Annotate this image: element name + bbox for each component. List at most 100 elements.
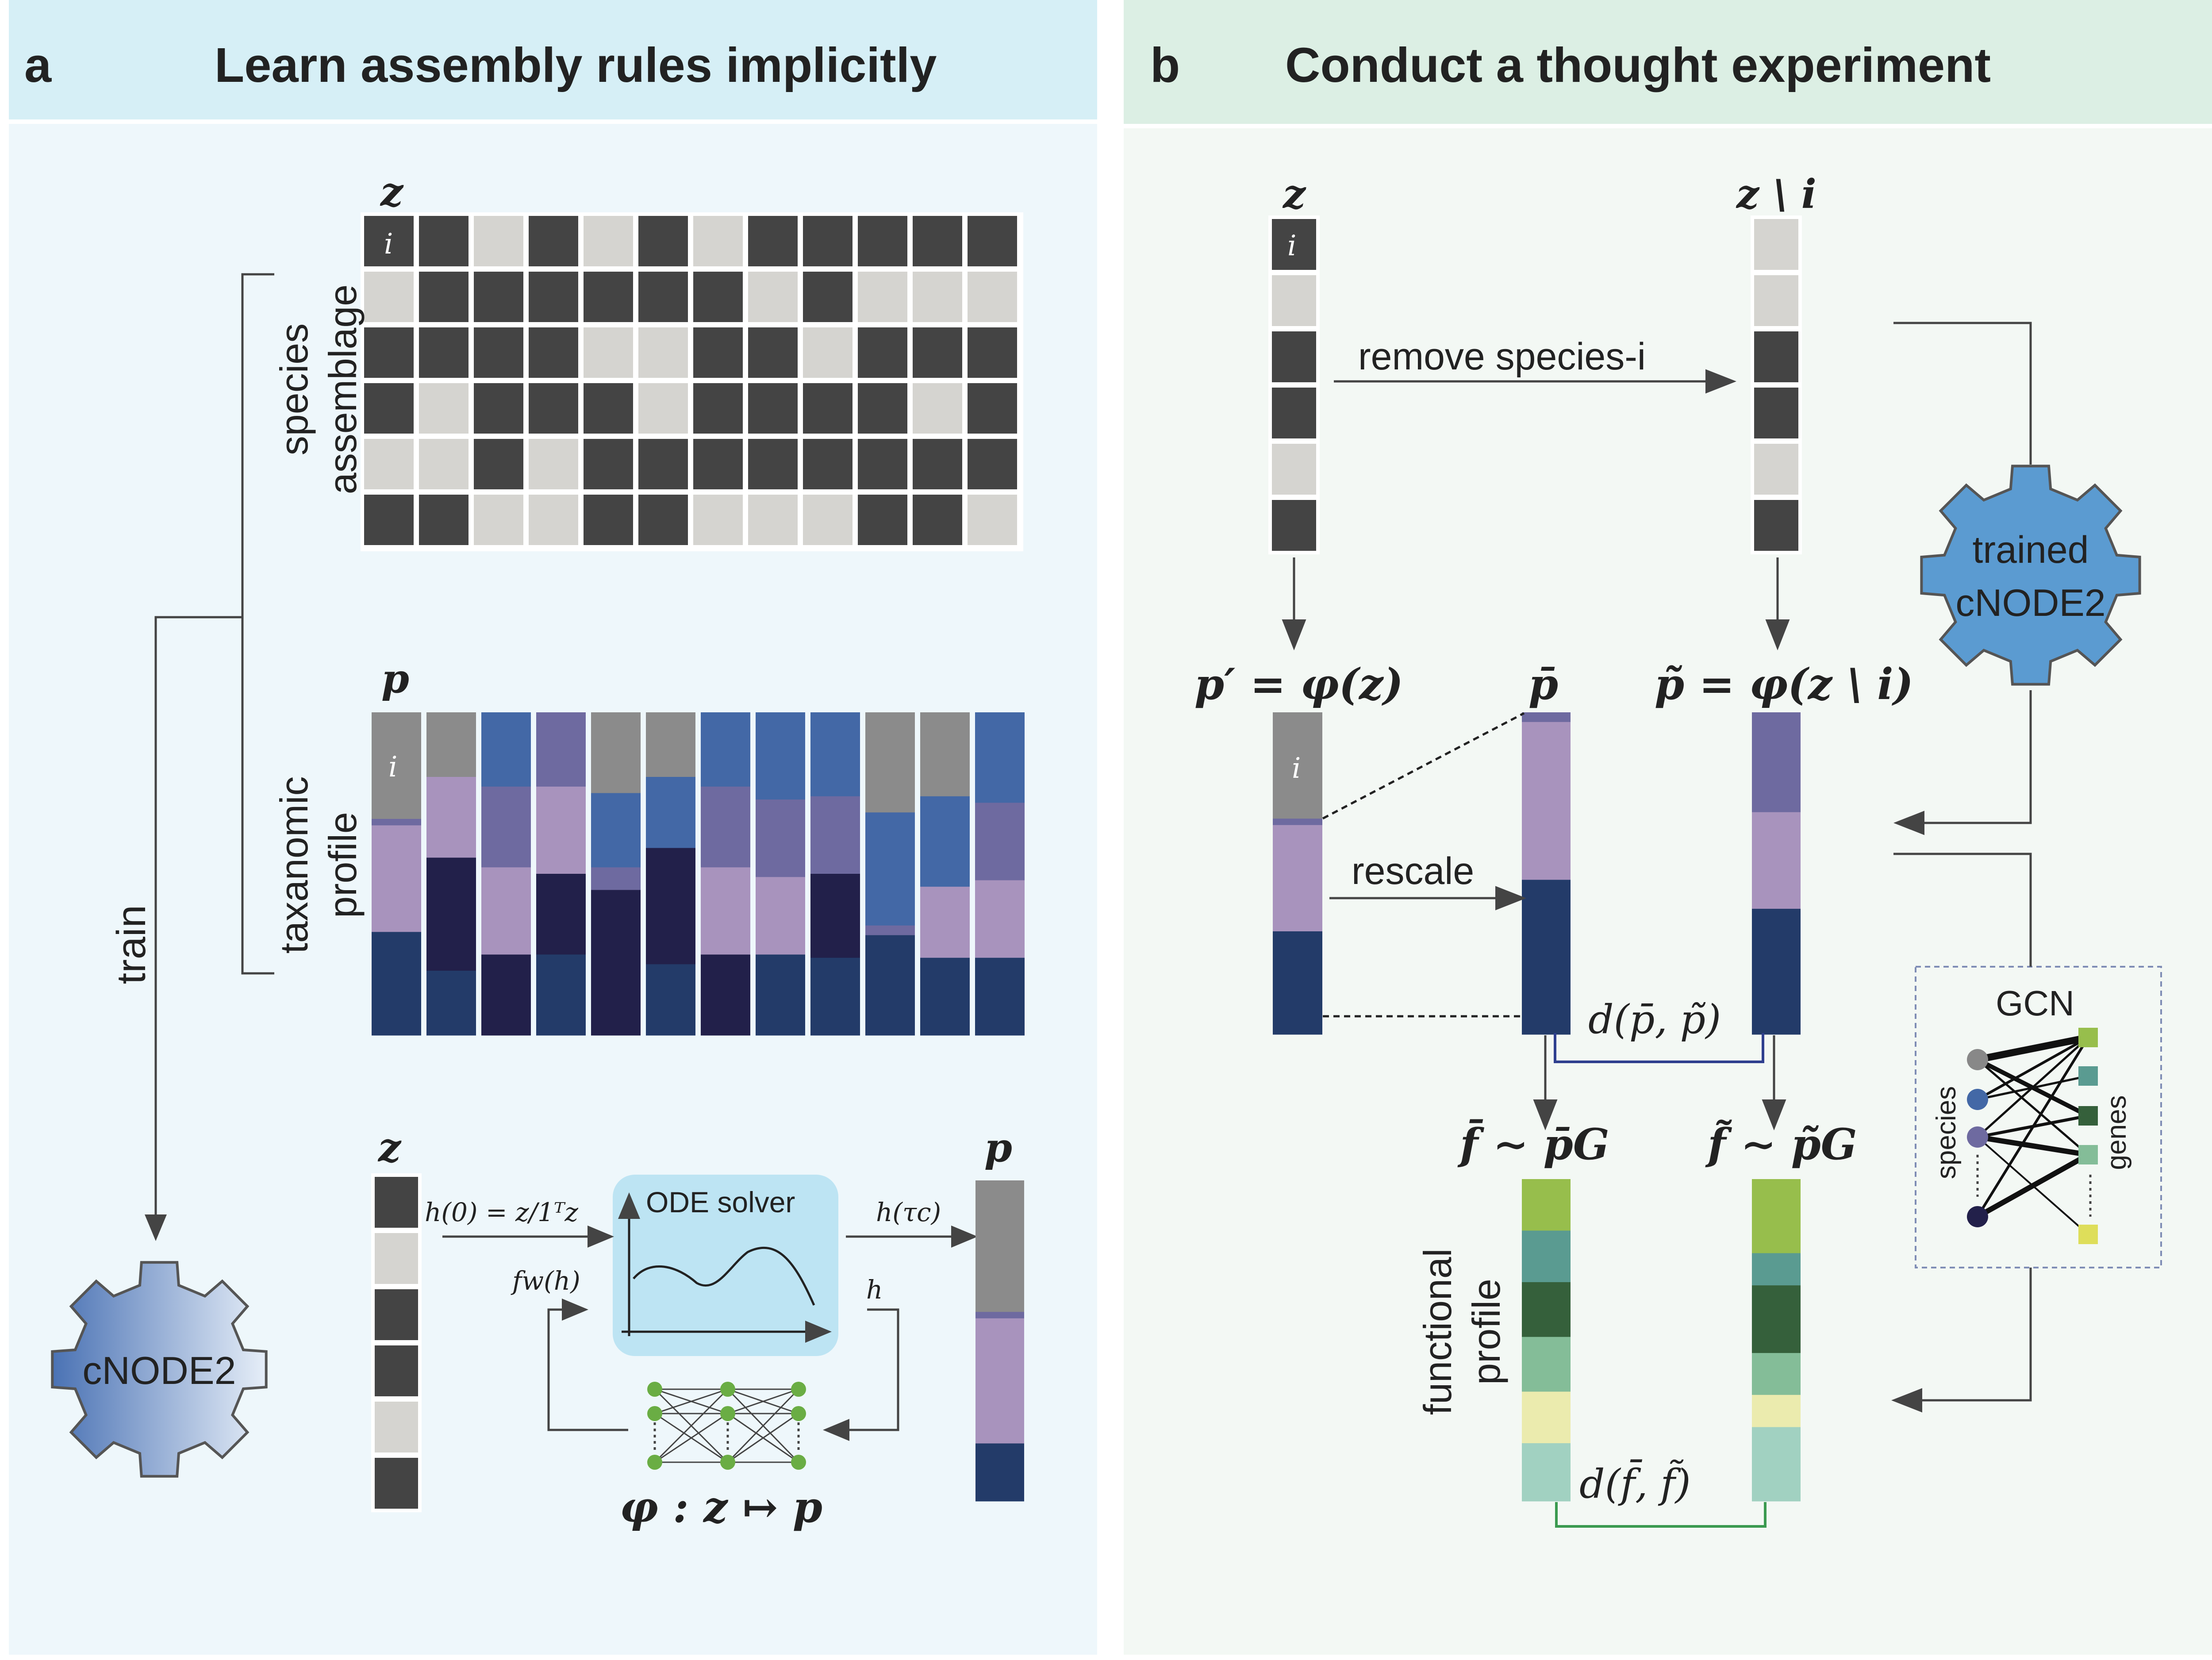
feedback-right-arrow	[823, 1308, 899, 1441]
p-output-column	[975, 1180, 1024, 1502]
panel-b: b Conduct a thought experiment z z \ i i…	[1124, 0, 2212, 1655]
phi-map-label: φ : z ↦ p	[620, 1482, 822, 1532]
gcn-edge	[1977, 1036, 2089, 1101]
profile-segment	[426, 857, 476, 971]
p-tilde-column	[1752, 712, 1801, 1035]
assemblage-cell	[968, 383, 1017, 434]
assemblage-cell	[474, 383, 523, 434]
stack-segment	[975, 1180, 1024, 1312]
column-background	[1268, 215, 1320, 554]
profile-segment	[536, 874, 586, 955]
assemblage-cell	[529, 272, 578, 322]
assemblage-cell	[693, 439, 743, 489]
nn-node	[647, 1382, 662, 1397]
p-prime-column	[1273, 712, 1322, 1035]
train-label: train	[109, 905, 154, 984]
profile-segment	[426, 712, 476, 777]
stack-segment	[1273, 931, 1322, 1035]
gcn-graph	[1967, 1028, 2098, 1244]
species-assemblage-matrix	[361, 212, 1023, 551]
stack-segment	[975, 1443, 1024, 1502]
profile-segment	[481, 867, 531, 955]
species-cell	[375, 1233, 418, 1284]
stack-segment	[1752, 1353, 1801, 1395]
gcn-gene-node	[2078, 1106, 2098, 1126]
assemblage-cell	[693, 272, 743, 322]
profile-segment	[646, 964, 695, 1036]
nn-node	[791, 1455, 806, 1470]
gcn-species-node	[1967, 1089, 1988, 1110]
stack-segment	[1752, 1395, 1801, 1428]
gcn-edge	[1977, 1134, 2089, 1157]
assemblage-cell	[913, 272, 962, 322]
species-cell	[375, 1177, 418, 1228]
species-cell	[1754, 388, 1798, 438]
f-bar-column	[1522, 1179, 1571, 1502]
profile-segment	[920, 712, 970, 797]
species-cell	[1754, 444, 1798, 495]
functional-profile-label: functional profile	[1416, 1249, 1508, 1415]
distance-f-bracket	[1555, 1502, 1767, 1528]
profile-segment	[591, 793, 641, 868]
assemblage-cell	[529, 383, 578, 434]
stack-segment	[1752, 712, 1801, 813]
profile-segment	[481, 786, 531, 868]
taxonomic-profile-chart	[372, 712, 1025, 1036]
stack-segment	[1273, 818, 1322, 826]
species-cell	[1754, 500, 1798, 551]
stack-segment	[1752, 1285, 1801, 1353]
profile-segment	[810, 957, 860, 1036]
profile-segment	[372, 825, 421, 932]
assemblage-cell	[419, 327, 469, 378]
assemblage-cell	[474, 216, 523, 266]
p-bar-column	[1522, 712, 1571, 1035]
assemblage-cell	[584, 216, 633, 266]
assemblage-cell	[968, 495, 1017, 545]
nn-node	[791, 1406, 806, 1421]
assemblage-cell	[803, 383, 853, 434]
trained-cnode2-gear-icon	[1920, 465, 2141, 686]
profile-segment	[756, 954, 805, 1036]
profile-segment	[701, 954, 750, 1036]
fw-label: fw(h)	[511, 1266, 580, 1296]
nn-node	[647, 1406, 662, 1421]
panel-a: a Learn assembly rules implicitly z i p …	[9, 0, 1097, 1655]
gcn-input-connector	[1893, 853, 2032, 967]
species-cell	[1754, 275, 1798, 326]
stack-segment	[1522, 722, 1571, 880]
panel-b-letter: b	[1150, 38, 1180, 92]
gcn-gene-node	[2078, 1066, 2098, 1086]
assemblage-cell	[364, 439, 414, 489]
profile-segment	[756, 877, 805, 955]
assemblage-cell	[693, 495, 743, 545]
p-prime-label: p′ = φ(z)	[1194, 659, 1403, 709]
assemblage-cell	[638, 383, 688, 434]
gear-output-arrow	[1893, 690, 2032, 835]
assemblage-cell	[858, 272, 907, 322]
nn-edges	[654, 1388, 799, 1463]
gcn-edge	[1977, 1037, 2089, 1138]
assemblage-cell	[968, 272, 1017, 322]
panel-a-title: Learn assembly rules implicitly	[215, 38, 937, 92]
rescale-label: rescale	[1352, 850, 1474, 892]
profile-segment	[701, 712, 750, 787]
stack-segment	[1752, 1427, 1801, 1502]
assemblage-cell	[803, 272, 853, 322]
profile-segment	[865, 712, 915, 813]
stack-segment	[975, 1312, 1024, 1319]
profile-segment	[810, 712, 860, 797]
species-cell	[1754, 219, 1798, 270]
profile-segment	[536, 786, 586, 874]
assemblage-cell	[913, 495, 962, 545]
z-label: z	[380, 169, 404, 215]
assemblage-cell	[803, 216, 853, 266]
profile-segment	[756, 799, 805, 877]
stack-segment	[1522, 1443, 1571, 1502]
gcn-gene-node	[2078, 1145, 2098, 1164]
assemblage-cell	[803, 439, 853, 489]
assemblage-cell	[529, 327, 578, 378]
species-cell	[1754, 331, 1798, 382]
assemblage-cell	[858, 383, 907, 434]
assemblage-cell	[419, 439, 469, 489]
